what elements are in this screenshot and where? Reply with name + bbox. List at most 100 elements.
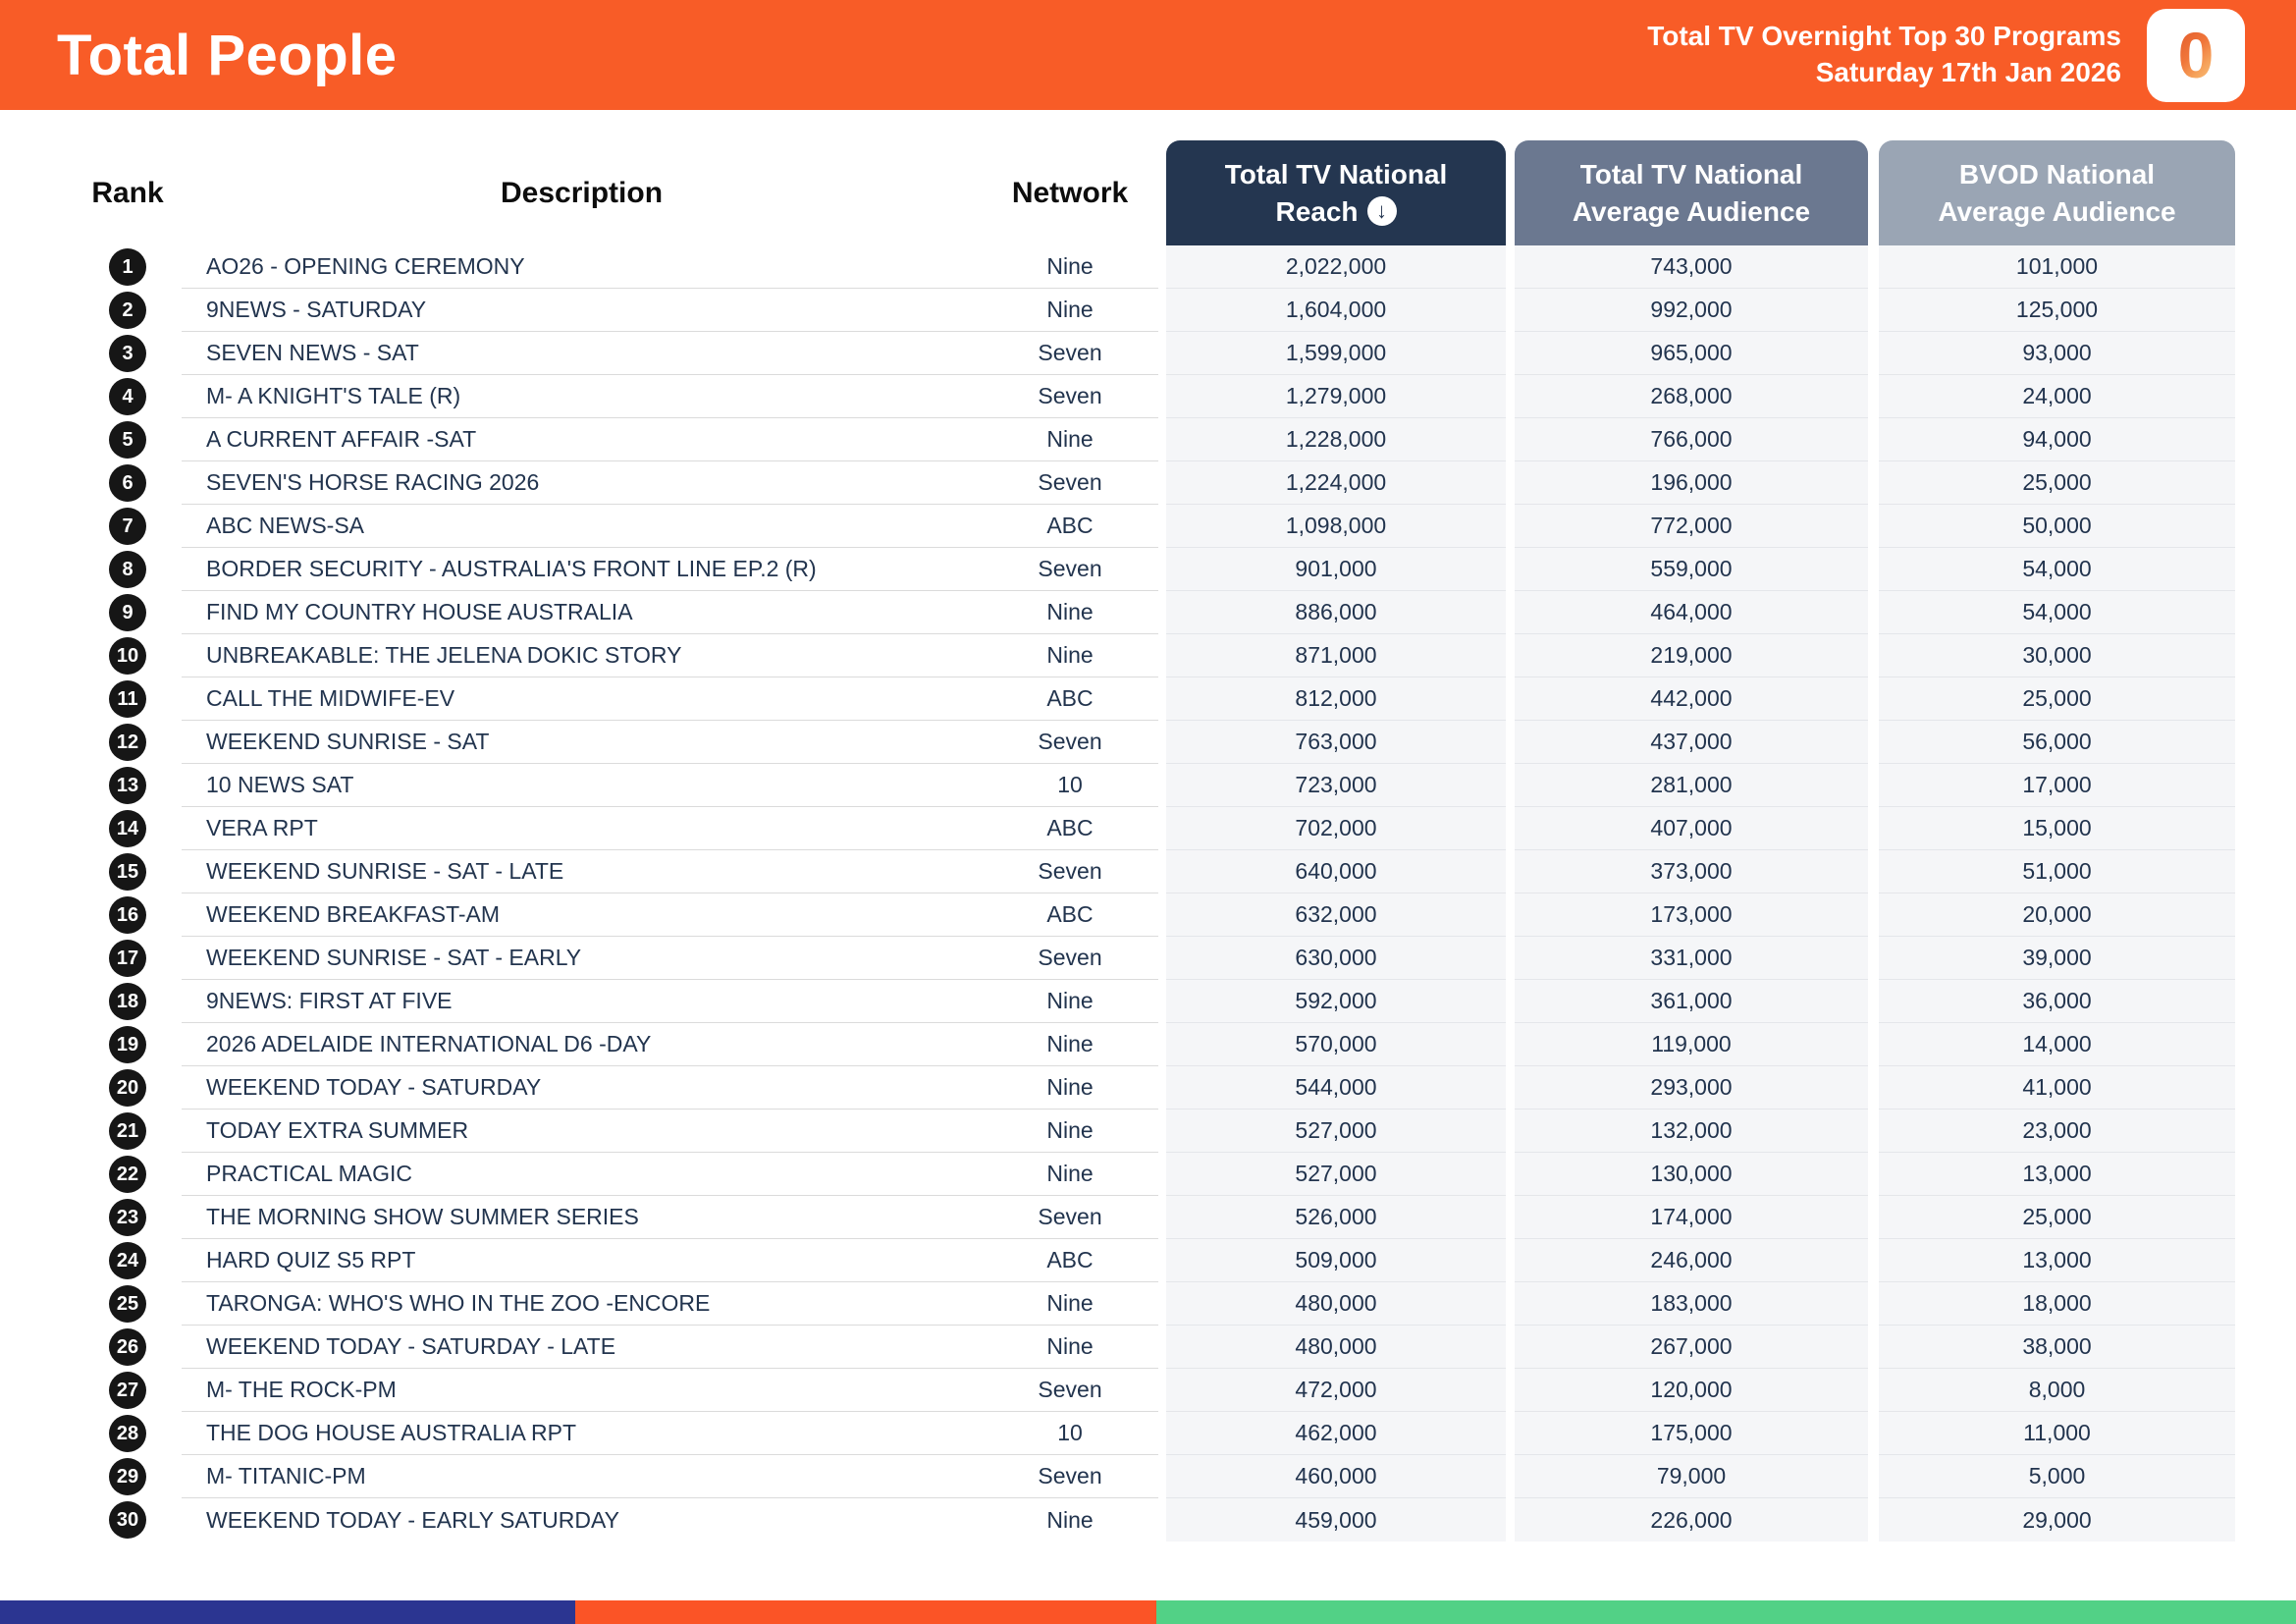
column-gap [1506, 764, 1515, 807]
rank-badge: 22 [109, 1156, 146, 1193]
program-description: THE DOG HOUSE AUSTRALIA RPT [182, 1412, 982, 1455]
reach-value: 480,000 [1166, 1282, 1506, 1326]
reach-value: 526,000 [1166, 1196, 1506, 1239]
column-gap [1868, 245, 1879, 289]
network-name: ABC [982, 807, 1158, 850]
network-name: ABC [982, 893, 1158, 937]
program-description: AO26 - OPENING CEREMONY [182, 245, 982, 289]
bvod-audience-value: 54,000 [1879, 591, 2235, 634]
rank-badge: 9 [109, 594, 146, 631]
bvod-audience-value: 20,000 [1879, 893, 2235, 937]
bvod-audience-value: 94,000 [1879, 418, 2235, 461]
column-gap [1868, 1326, 1879, 1369]
rank-cell: 30 [74, 1498, 182, 1542]
network-name: 10 [982, 764, 1158, 807]
table-row: 3 SEVEN NEWS - SAT Seven 1,599,000 965,0… [0, 332, 2296, 375]
network-name: Seven [982, 548, 1158, 591]
network-name: Nine [982, 245, 1158, 289]
program-description: 2026 ADELAIDE INTERNATIONAL D6 -DAY [182, 1023, 982, 1066]
column-gap [1506, 505, 1515, 548]
reach-value: 462,000 [1166, 1412, 1506, 1455]
bvod-audience-value: 50,000 [1879, 505, 2235, 548]
bvod-audience-value: 56,000 [1879, 721, 2235, 764]
rank-badge: 6 [109, 464, 146, 502]
row-left-pad [0, 980, 74, 1023]
header-left-pad [0, 140, 74, 245]
row-left-pad [0, 1153, 74, 1196]
table-row: 23 THE MORNING SHOW SUMMER SERIES Seven … [0, 1196, 2296, 1239]
row-left-pad [0, 1412, 74, 1455]
row-left-pad [0, 937, 74, 980]
program-description: UNBREAKABLE: THE JELENA DOKIC STORY [182, 634, 982, 677]
row-left-pad [0, 1369, 74, 1412]
program-description: WEEKEND SUNRISE - SAT - EARLY [182, 937, 982, 980]
rank-cell: 3 [74, 332, 182, 375]
column-gap [1158, 1196, 1166, 1239]
reach-value: 640,000 [1166, 850, 1506, 893]
network-name: Seven [982, 1455, 1158, 1498]
avg-audience-value: 559,000 [1515, 548, 1868, 591]
column-gap [1506, 375, 1515, 418]
bvod-audience-value: 25,000 [1879, 677, 2235, 721]
table-row: 24 HARD QUIZ S5 RPT ABC 509,000 246,000 … [0, 1239, 2296, 1282]
avg-audience-value: 120,000 [1515, 1369, 1868, 1412]
program-description: M- THE ROCK-PM [182, 1369, 982, 1412]
avg-audience-value: 173,000 [1515, 893, 1868, 937]
network-name: Seven [982, 461, 1158, 505]
column-gap [1868, 332, 1879, 375]
row-left-pad [0, 1239, 74, 1282]
reach-value: 1,599,000 [1166, 332, 1506, 375]
column-gap [1158, 677, 1166, 721]
reach-value: 632,000 [1166, 893, 1506, 937]
avg-audience-value: 442,000 [1515, 677, 1868, 721]
reach-value: 702,000 [1166, 807, 1506, 850]
column-gap [1868, 807, 1879, 850]
bvod-audience-value: 93,000 [1879, 332, 2235, 375]
rank-badge: 3 [109, 335, 146, 372]
rank-cell: 5 [74, 418, 182, 461]
column-gap [1506, 807, 1515, 850]
row-left-pad [0, 1455, 74, 1498]
rank-badge: 26 [109, 1328, 146, 1366]
column-gap [1158, 893, 1166, 937]
column-gap [1506, 548, 1515, 591]
rank-badge: 10 [109, 637, 146, 675]
network-name: Seven [982, 850, 1158, 893]
column-header-reach[interactable]: Total TV National Reach ↓ [1166, 140, 1506, 245]
column-gap [1868, 1066, 1879, 1110]
rank-cell: 15 [74, 850, 182, 893]
program-description: SEVEN NEWS - SAT [182, 332, 982, 375]
reach-value: 544,000 [1166, 1066, 1506, 1110]
footer-bar [0, 1600, 2296, 1624]
avg-audience-value: 219,000 [1515, 634, 1868, 677]
program-description: WEEKEND BREAKFAST-AM [182, 893, 982, 937]
column-gap [1868, 1498, 1879, 1542]
program-description: 9NEWS - SATURDAY [182, 289, 982, 332]
avg-audience-value: 175,000 [1515, 1412, 1868, 1455]
avg-audience-value: 766,000 [1515, 418, 1868, 461]
row-left-pad [0, 1498, 74, 1542]
report-subtitle: Total TV Overnight Top 30 Programs Satur… [1647, 19, 2121, 91]
network-name: Nine [982, 1326, 1158, 1369]
column-gap [1868, 1153, 1879, 1196]
column-gap [1506, 332, 1515, 375]
avg-audience-value: 373,000 [1515, 850, 1868, 893]
row-left-pad [0, 1326, 74, 1369]
report-date: Saturday 17th Jan 2026 [1815, 57, 2121, 87]
column-gap [1506, 418, 1515, 461]
column-gap [1506, 591, 1515, 634]
column-gap [1506, 1498, 1515, 1542]
column-gap [1506, 1369, 1515, 1412]
column-gap [1868, 1023, 1879, 1066]
avg-header-line2: Average Audience [1572, 195, 1811, 227]
column-gap [1506, 1412, 1515, 1455]
avg-audience-value: 407,000 [1515, 807, 1868, 850]
avg-audience-value: 196,000 [1515, 461, 1868, 505]
row-left-pad [0, 764, 74, 807]
column-gap [1868, 140, 1879, 245]
column-header-avg-audience[interactable]: Total TV National Average Audience [1515, 140, 1868, 245]
column-gap [1506, 1282, 1515, 1326]
oztam-logo-zero: 0 [2177, 19, 2215, 91]
avg-audience-value: 965,000 [1515, 332, 1868, 375]
column-header-bvod-audience[interactable]: BVOD National Average Audience [1879, 140, 2235, 245]
